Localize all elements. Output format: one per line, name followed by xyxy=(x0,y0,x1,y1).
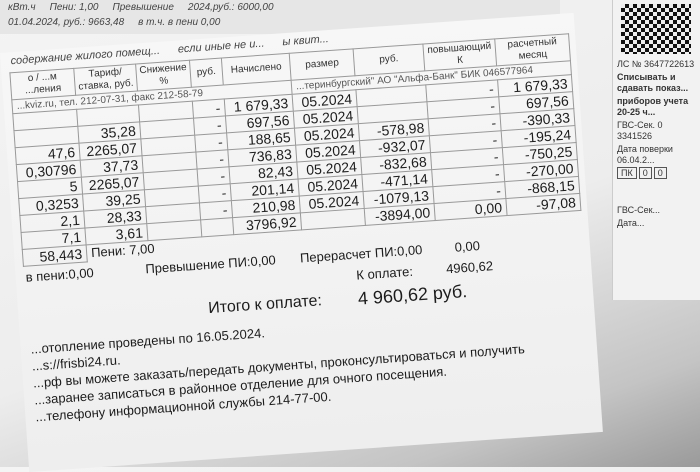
date-2: Дата... xyxy=(617,218,645,228)
qty-total: 58,443 xyxy=(22,244,88,267)
header-text: если иные не и... xyxy=(177,37,265,56)
meter-cells: ПК 0 0 xyxy=(613,167,700,180)
meter-title: Списывать и сдавать показ... xyxy=(617,72,689,93)
receipt-stub: ЛС № 3647722613 Списывать и сдавать пока… xyxy=(612,0,700,300)
col-reduction: Снижение % xyxy=(135,60,192,92)
account-number: ЛС № 3647722613 xyxy=(617,59,695,69)
meter-1: ГВС-Сек. 0 3341526 xyxy=(617,120,663,141)
meter-sub: приборов учета 20-25 ч... xyxy=(617,96,689,117)
cell-dash: - xyxy=(194,132,228,153)
back-sheet: кВт.ч Пени: 1,00 Превышение 2024,руб.: 6… xyxy=(0,0,560,34)
cell-dash: - xyxy=(195,149,229,170)
cell-dash: - xyxy=(193,115,227,136)
meter-cell: 0 xyxy=(638,167,652,179)
check-date: Дата поверки 06.04.2... xyxy=(617,144,673,165)
cell-dash: - xyxy=(197,166,231,186)
to-pay-label: К оплате: xyxy=(355,263,414,283)
bill-sheet: содержание жилого помещ... если иные не … xyxy=(0,12,603,472)
cell-dash: - xyxy=(199,200,233,220)
back-text: в т.ч. в пени 0,00 xyxy=(138,17,221,28)
back-text: Пени: 1,00 xyxy=(49,2,99,13)
zero-value: 0,00 xyxy=(454,238,481,255)
meter-2: ГВС-Сек... xyxy=(617,205,661,215)
header-text: ы квит... xyxy=(282,33,330,49)
cell-dash: - xyxy=(192,98,226,119)
col-rub: руб. xyxy=(189,58,224,88)
cell-dash: - xyxy=(198,183,232,203)
meter-cell: ПК xyxy=(617,167,637,179)
to-pay-value: 4960,62 xyxy=(445,258,494,277)
charges-table: о / ...м ...ления Тариф/ ставка, руб. Сн… xyxy=(9,33,582,267)
back-text: Превышение xyxy=(112,2,174,13)
qr-code-icon xyxy=(621,4,691,54)
meter-cell: 0 xyxy=(653,167,667,179)
peni-included: в пени:0,00 xyxy=(25,265,95,285)
back-text: 2024,руб.: 6000,00 xyxy=(187,2,274,13)
back-text: 01.04.2024, руб.: 9663,48 xyxy=(8,17,125,28)
back-text: кВт.ч xyxy=(8,2,36,13)
